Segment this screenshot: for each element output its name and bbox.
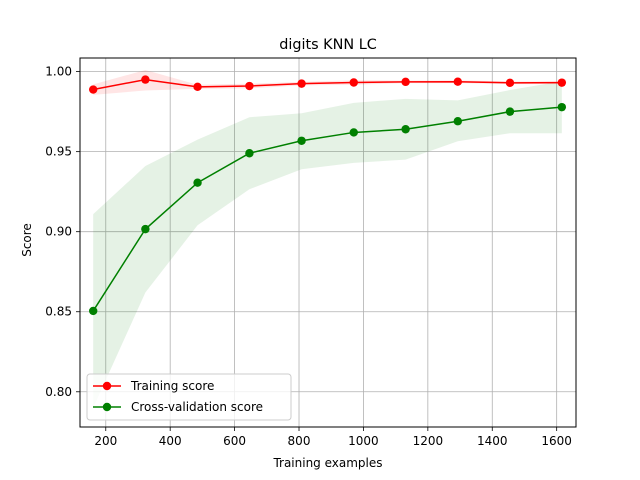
plot-area: 200 400 600 800 1000 1200 1400 1600 0.80 0.85 0.90… [45,57,577,448]
series-1-point-4 [297,136,306,145]
chart-title: digits KNN LC [279,37,377,53]
legend-marker-0 [102,381,112,391]
x-axis-label: Training examples [272,456,382,470]
x-tick-label-1: 400 [159,434,182,448]
series-0-point-8 [505,78,515,88]
legend-marker-1 [102,402,112,412]
y-tick-label-2: 0.90 [45,225,72,239]
series-1-point-9 [557,102,567,112]
series-1-line [92,106,562,312]
series-1-point-5 [349,128,358,137]
series-0-point-6 [401,77,410,87]
series-0-point-9 [557,78,567,87]
series-0-point-3 [245,81,254,91]
y-tick-label-1: 0.85 [45,305,72,319]
y-tick-label-0: 0.80 [45,385,72,399]
series-0-point-5 [349,78,358,87]
legend-label-1: Cross-validation score [131,400,263,414]
axes-frame [79,57,577,428]
x-tick-label-7: 1600 [541,434,572,448]
y-tick-label-3: 0.95 [45,145,72,159]
series-0-point-2 [193,82,202,92]
series-1-point-8 [505,107,515,116]
series-1-point-1 [141,224,150,234]
series-1-std-band [93,81,562,408]
series-0-line [93,78,562,91]
x-tick-label-2: 600 [223,434,246,448]
series-1-point-3 [245,149,254,158]
series-1-point-6 [401,125,410,134]
x-tick-label-5: 1200 [413,434,444,448]
x-tick-label-0: 200 [94,434,117,448]
legend-label-0: Training score [130,379,214,393]
x-tick-label-6: 1400 [477,434,508,448]
series-0-point-4 [297,79,306,88]
legend: Training score Cross-validation score [86,373,292,421]
y-tick-label-4: 1.00 [45,65,72,79]
y-axis-label: Score [20,223,34,257]
series-1-point-2 [193,178,202,187]
x-tick-label-4: 1000 [348,434,379,448]
series-1-point-7 [453,117,462,126]
series-0-point-1 [141,75,150,84]
x-tick-label-3: 800 [288,434,311,448]
legend-box [86,373,292,421]
series-0-point-7 [453,77,462,86]
series-1-point-0 [89,306,98,316]
series-0-point-0 [89,85,98,94]
